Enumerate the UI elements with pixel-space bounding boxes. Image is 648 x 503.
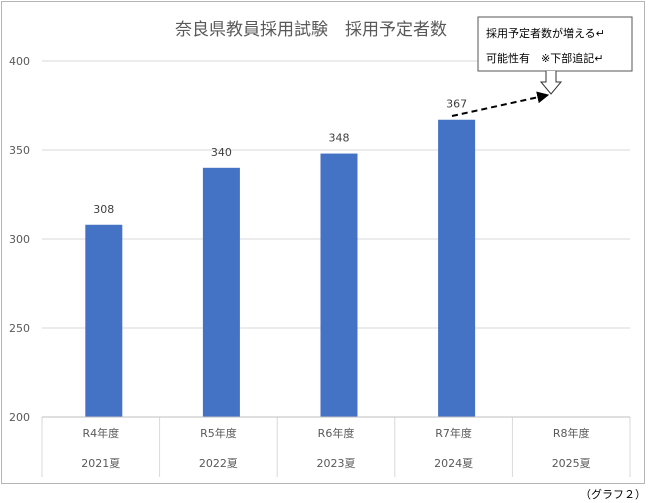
y-tick-label-250: 250: [9, 322, 30, 335]
bar-3: [320, 153, 358, 417]
data-labels: 308 340 348 367: [93, 98, 467, 216]
annotation-line-1: 採用予定者数が増える↵: [486, 26, 605, 40]
x-sub-tick-label-3: 2023夏: [317, 457, 356, 470]
x-tick-label-1: R4年度: [82, 426, 119, 440]
y-tick-label-400: 400: [9, 55, 30, 68]
data-label-2: 340: [211, 146, 232, 159]
annotation-callout: 採用予定者数が増える↵ 可能性有 ※下部追記↵: [477, 16, 633, 95]
chart-title: 奈良県教員採用試験 採用予定者数: [175, 20, 447, 40]
x-sub-tick-label-5: 2025夏: [552, 457, 591, 470]
x-sub-tick-label-2: 2022夏: [199, 457, 238, 470]
data-label-4: 367: [446, 98, 467, 111]
data-label-1: 308: [93, 203, 114, 216]
bar-2: [202, 167, 240, 417]
y-tick-label-200: 200: [9, 411, 30, 424]
x-tick-label-2: R5年度: [200, 426, 237, 440]
x-tick-label-3: R6年度: [318, 426, 355, 440]
bar-4: [438, 119, 476, 418]
chart-caption: （グラフ２）: [580, 487, 646, 501]
annotation-line-2: 可能性有 ※下部追記↵: [486, 51, 603, 65]
bars: [85, 119, 476, 418]
x-sub-tick-label-1: 2021夏: [81, 457, 120, 470]
x-sub-tick-label-4: 2024夏: [434, 457, 473, 470]
y-tick-label-300: 300: [9, 233, 30, 246]
x-tick-label-4: R7年度: [435, 426, 472, 440]
annotation-box: [477, 16, 633, 72]
bar-1: [85, 224, 123, 417]
category-table: R4年度 2021夏 R5年度 2022夏 R6年度 2023夏 R7年度 2024夏 R8年度…: [41, 416, 631, 477]
data-label-3: 348: [329, 132, 350, 145]
x-tick-label-5: R8年度: [553, 426, 590, 440]
down-arrow-icon: [539, 71, 563, 95]
y-tick-label-350: 350: [9, 144, 30, 157]
y-axis-ticks: 200 250 300 350 400: [9, 55, 30, 424]
trend-arrow: [451, 91, 550, 117]
